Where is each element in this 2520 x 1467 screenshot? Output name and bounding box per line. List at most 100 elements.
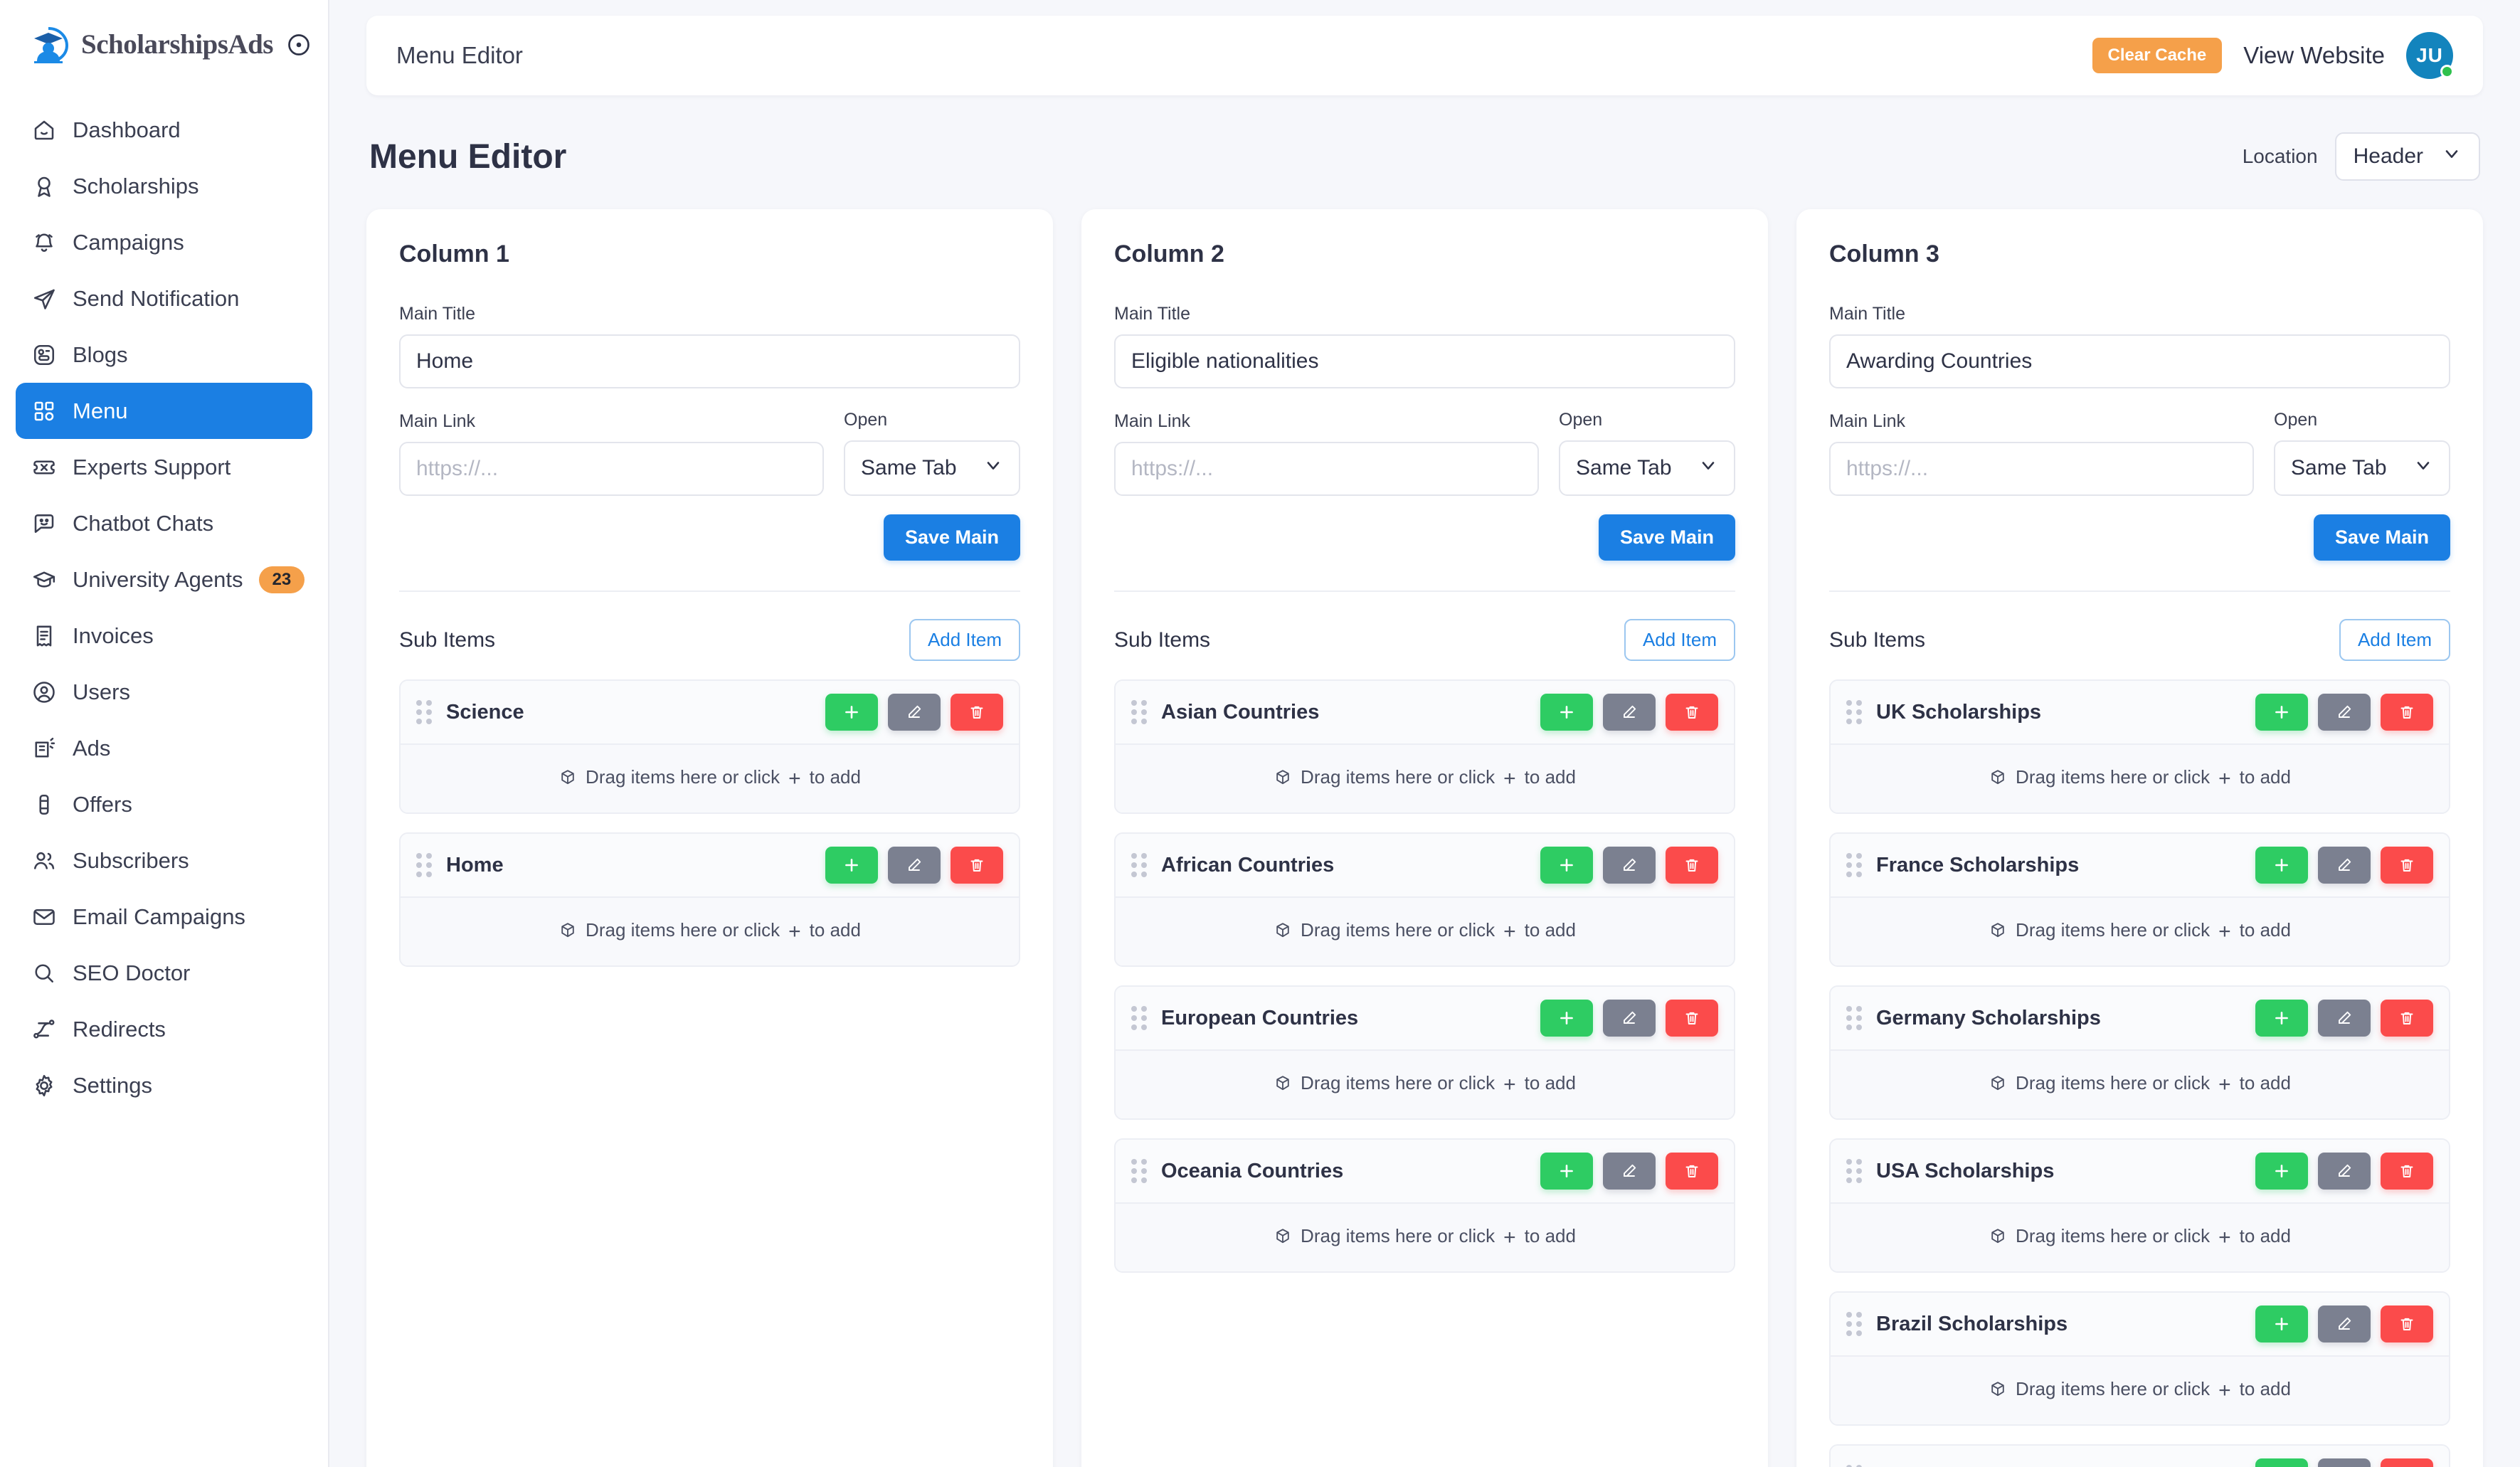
clear-cache-button[interactable]: Clear Cache [2092,38,2223,73]
delete-button[interactable] [2381,1153,2433,1190]
location-select[interactable]: Header [2334,132,2480,181]
sub-item-dropzone[interactable]: Drag items here or click + to add [1831,896,2449,965]
sub-item-dropzone[interactable]: Drag items here or click + to add [1831,1049,2449,1118]
edit-button[interactable] [2318,1000,2371,1037]
add-child-button[interactable] [825,694,878,731]
add-item-button[interactable]: Add Item [1624,619,1735,661]
edit-button[interactable] [2318,1458,2371,1467]
drag-handle-icon[interactable] [1846,1006,1862,1030]
drag-handle-icon[interactable] [416,853,432,877]
add-child-button[interactable] [1540,1153,1593,1190]
add-item-button[interactable]: Add Item [2339,619,2450,661]
add-child-button[interactable] [2255,1000,2308,1037]
add-child-button[interactable] [1540,847,1593,884]
add-child-button[interactable] [2255,1153,2308,1190]
add-item-button[interactable]: Add Item [909,619,1020,661]
edit-button[interactable] [2318,694,2371,731]
collapse-toggle-icon[interactable] [283,29,314,60]
avatar[interactable]: JU [2406,32,2454,79]
sub-item-dropzone[interactable]: Drag items here or click + to add [401,743,1019,812]
sub-item-dropzone[interactable]: Drag items here or click + to add [1831,1355,2449,1424]
drag-handle-icon[interactable] [1846,1312,1862,1336]
sidebar-item-blogs[interactable]: Blogs [16,327,312,383]
edit-button[interactable] [1603,1153,1656,1190]
sub-item-dropzone[interactable]: Drag items here or click + to add [1831,743,2449,812]
sidebar-item-seo-doctor[interactable]: SEO Doctor [16,945,312,1001]
sidebar-item-redirects[interactable]: Redirects [16,1001,312,1057]
save-main-button[interactable]: Save Main [883,514,1020,561]
open-target-select[interactable]: Same Tab [1559,440,1735,496]
add-child-button[interactable] [2255,847,2308,884]
sidebar-item-scholarships[interactable]: Scholarships [16,158,312,214]
delete-button[interactable] [1666,1000,1718,1037]
edit-button[interactable] [2318,847,2371,884]
open-target-select[interactable]: Same Tab [2274,440,2450,496]
edit-button[interactable] [1603,847,1656,884]
main-link-input[interactable] [1114,442,1539,496]
sidebar-item-offers[interactable]: Offers [16,776,312,832]
drag-handle-icon[interactable] [1131,853,1147,877]
sidebar-item-label: Scholarships [73,173,199,198]
sidebar-item-invoices[interactable]: Invoices [16,608,312,664]
add-child-button[interactable] [825,847,878,884]
drag-handle-icon[interactable] [1131,1159,1147,1183]
delete-button[interactable] [2381,1306,2433,1342]
sidebar-item-subscribers[interactable]: Subscribers [16,832,312,889]
edit-button[interactable] [1603,694,1656,731]
sidebar-item-ads[interactable]: Ads [16,720,312,776]
sidebar-item-dashboard[interactable]: Dashboard [16,102,312,158]
drag-handle-icon[interactable] [1846,700,1862,724]
chevron-down-icon [2413,455,2433,481]
add-child-button[interactable] [2255,1306,2308,1342]
edit-button[interactable] [1603,1000,1656,1037]
sidebar-item-chatbot-chats[interactable]: Chatbot Chats [16,495,312,551]
sidebar-item-settings[interactable]: Settings [16,1057,312,1113]
delete-button[interactable] [2381,1000,2433,1037]
edit-button[interactable] [2318,1153,2371,1190]
drag-handle-icon[interactable] [1846,853,1862,877]
open-target-group: Open Same Tab [2274,410,2450,496]
save-main-button[interactable]: Save Main [1598,514,1735,561]
add-child-button[interactable] [2255,1458,2308,1467]
add-child-button[interactable] [2255,694,2308,731]
drag-handle-icon[interactable] [1131,1006,1147,1030]
delete-button[interactable] [951,847,1003,884]
sidebar-item-campaigns[interactable]: Campaigns [16,214,312,270]
open-target-select[interactable]: Same Tab [844,440,1020,496]
sidebar-item-send-notification[interactable]: Send Notification [16,270,312,327]
sub-item-dropzone[interactable]: Drag items here or click + to add [1116,896,1734,965]
sidebar-item-email-campaigns[interactable]: Email Campaigns [16,889,312,945]
sidebar-item-menu[interactable]: Menu [16,383,312,439]
add-child-button[interactable] [1540,694,1593,731]
sub-item-dropzone[interactable]: Drag items here or click + to add [1831,1202,2449,1271]
drag-handle-icon[interactable] [416,700,432,724]
drag-handle-icon[interactable] [1131,700,1147,724]
main-link-input[interactable] [1829,442,2254,496]
sub-item-dropzone[interactable]: Drag items here or click + to add [1116,1202,1734,1271]
sidebar-item-experts-support[interactable]: Experts Support [16,439,312,495]
view-website-link[interactable]: View Website [2243,42,2385,68]
delete-button[interactable] [1666,694,1718,731]
delete-button[interactable] [1666,1153,1718,1190]
edit-button[interactable] [2318,1306,2371,1342]
edit-button[interactable] [888,694,941,731]
drag-handle-icon[interactable] [1846,1159,1862,1183]
main-title-input[interactable] [399,334,1020,388]
sidebar-item-university-agents[interactable]: University Agents 23 [16,551,312,608]
sub-item-dropzone[interactable]: Drag items here or click + to add [1116,1049,1734,1118]
delete-button[interactable] [1666,847,1718,884]
sidebar-item-users[interactable]: Users [16,664,312,720]
drag-handle-icon[interactable] [1846,1465,1862,1467]
sub-item-dropzone[interactable]: Drag items here or click + to add [401,896,1019,965]
delete-button[interactable] [2381,694,2433,731]
edit-button[interactable] [888,847,941,884]
main-link-input[interactable] [399,442,824,496]
sub-item-dropzone[interactable]: Drag items here or click + to add [1116,743,1734,812]
save-main-button[interactable]: Save Main [2313,514,2450,561]
main-title-input[interactable] [1114,334,1735,388]
delete-button[interactable] [951,694,1003,731]
add-child-button[interactable] [1540,1000,1593,1037]
main-title-input[interactable] [1829,334,2450,388]
delete-button[interactable] [2381,1458,2433,1467]
delete-button[interactable] [2381,847,2433,884]
